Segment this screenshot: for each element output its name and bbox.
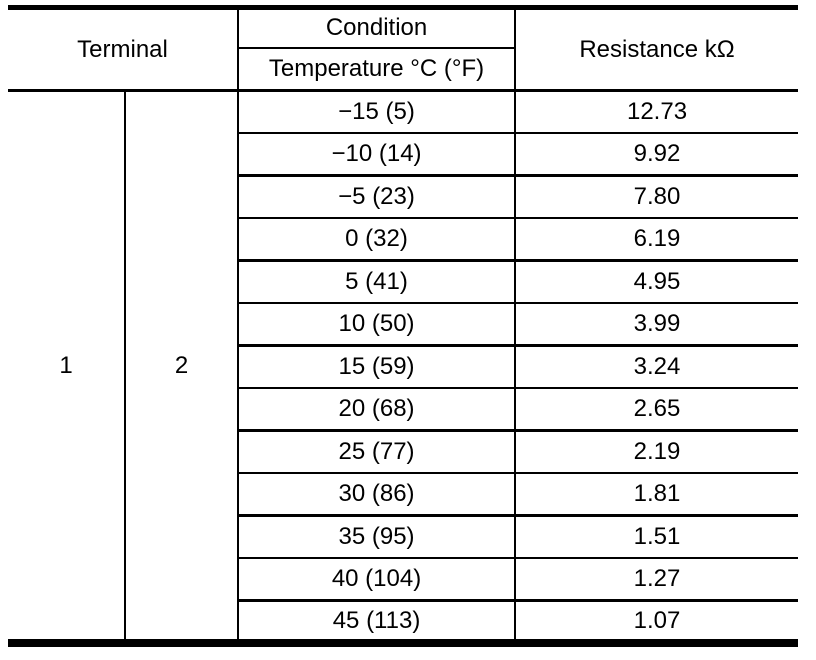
temperature-cell: 5 (41) [238,260,517,304]
table-row: 10 (50) 3.99 [8,303,799,347]
resistance-cell: 2.65 [515,388,799,432]
table-row: −10 (14) 9.92 [8,133,799,177]
table-row: 30 (86) 1.81 [8,473,799,517]
resistance-cell: 2.19 [515,430,799,474]
temperature-cell: 30 (86) [238,473,517,517]
resistance-cell: 7.80 [515,175,799,219]
temperature-cell: 10 (50) [238,303,517,347]
temperature-cell: 25 (77) [238,430,517,474]
header-terminal: Terminal [8,7,240,92]
table-row: 0 (32) 6.19 [8,218,799,262]
table-row: 5 (41) 4.95 [8,260,799,304]
table-row: 1 2 −15 (5) 12.73 [8,90,799,643]
header-row-1: Terminal Condition Resistance kΩ [8,7,799,92]
resistance-cell: 3.24 [515,345,799,389]
temperature-cell: 20 (68) [238,388,517,432]
temperature-cell: −5 (23) [238,175,517,219]
resistance-cell: 4.95 [515,260,799,304]
table-row: 25 (77) 2.19 [8,430,799,474]
header-condition: Condition [238,7,517,49]
temperature-cell: −10 (14) [238,133,517,177]
resistance-cell: 1.51 [515,515,799,559]
terminal-1-cell: 1 [8,90,126,643]
resistance-cell: 1.07 [633,606,681,634]
table-row: 35 (95) 1.51 [8,515,799,559]
temperature-cell: 15 (59) [238,345,517,389]
resistance-cell: 1.27 [515,558,799,602]
resistance-spec-table: Terminal Condition Resistance kΩ Tempera… [8,5,799,647]
terminal-2-cell: 2 [125,90,240,643]
resistance-cell: 9.92 [515,133,799,177]
table-row: −5 (23) 7.80 [8,175,799,219]
resistance-cell: 3.99 [515,303,799,347]
temperature-cell: −15 (5) [238,90,517,134]
header-resistance: Resistance kΩ [515,7,799,92]
temperature-cell: 0 (32) [238,218,517,262]
table-row: 20 (68) 2.65 [8,388,799,432]
temperature-cell: 45 (113) [238,600,517,643]
header-temperature: Temperature °C (°F) [238,47,517,92]
resistance-cell: 6.19 [515,218,799,262]
document-page: Terminal Condition Resistance kΩ Tempera… [8,5,799,647]
resistance-cell: 12.73 [515,90,799,134]
resistance-cell: 1.81 [515,473,799,517]
header-row-2: Temperature °C (°F) [8,47,798,92]
table-row: 45 (113) 1.07 [8,600,798,643]
temperature-cell: 40 (104) [238,558,517,602]
temperature-cell: 35 (95) [238,515,517,559]
table-row: 15 (59) 3.24 [8,345,799,389]
table-row: 40 (104) 1.27 [8,558,799,602]
